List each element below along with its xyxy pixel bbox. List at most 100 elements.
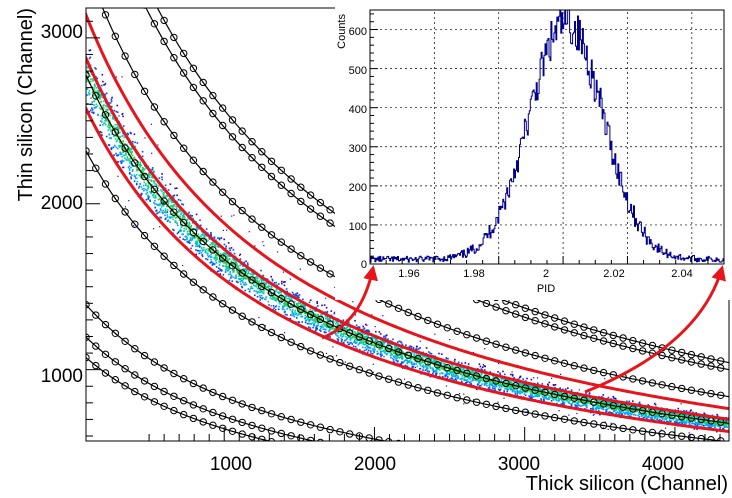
band-point [399, 340, 402, 343]
band-point [643, 416, 646, 419]
band-point [540, 388, 542, 391]
band-point [466, 376, 468, 379]
band-point [374, 340, 377, 343]
band-point [690, 415, 693, 418]
band-point [296, 314, 299, 317]
band-point [577, 403, 580, 406]
band-point [516, 383, 518, 386]
band-point [633, 413, 635, 416]
band-point [454, 371, 457, 374]
band-point [678, 418, 680, 421]
band-point [523, 385, 526, 387]
band-point [191, 222, 194, 224]
band-point [162, 196, 165, 198]
band-point [392, 350, 395, 353]
band-point [210, 253, 212, 256]
band-point [148, 179, 150, 181]
band-point [337, 332, 339, 334]
band-point [407, 352, 409, 354]
band-point [426, 367, 429, 370]
band-point [532, 396, 535, 398]
band-point [432, 363, 435, 365]
band-point [463, 378, 466, 381]
band-point [239, 280, 242, 283]
band-point [317, 322, 320, 324]
band-point [124, 143, 126, 145]
band-point [315, 306, 318, 309]
band-point [252, 281, 255, 283]
band-point [349, 339, 352, 341]
band-point [474, 379, 477, 381]
band-point [92, 80, 94, 82]
band-point [278, 283, 280, 285]
band-point [424, 369, 427, 371]
band-point [199, 219, 201, 221]
band-point [351, 331, 353, 333]
band-point [280, 291, 282, 294]
band-point [128, 165, 131, 167]
band-point [554, 398, 556, 400]
band-point [381, 353, 383, 356]
band-point [586, 404, 588, 407]
band-point [435, 368, 438, 371]
band-point [520, 387, 523, 389]
band-point [411, 366, 414, 369]
band-point [677, 413, 679, 415]
band-point [230, 274, 233, 277]
band-point [469, 378, 471, 380]
band-point [150, 192, 152, 195]
band-point [384, 341, 386, 343]
band-point [190, 225, 193, 227]
band-point [191, 215, 193, 217]
band-point [446, 374, 448, 376]
band-point [325, 317, 327, 320]
band-point [541, 383, 544, 385]
band-point [430, 357, 433, 360]
band-point [153, 181, 155, 184]
band-point [346, 328, 348, 331]
band-point [371, 353, 374, 355]
band-point [487, 387, 490, 389]
band-point [457, 375, 459, 377]
band-point [376, 350, 379, 353]
band-point [242, 278, 245, 280]
band-point [225, 267, 228, 270]
band-point [120, 162, 123, 165]
band-point [505, 388, 508, 390]
band-point [499, 373, 501, 376]
band-point [366, 345, 368, 347]
band-point [175, 207, 178, 210]
band-point [573, 395, 575, 398]
band-point [281, 308, 284, 310]
band-point [289, 308, 292, 311]
band-point [227, 258, 230, 261]
band-point [342, 333, 344, 336]
band-point [188, 221, 191, 224]
band-point [274, 299, 277, 301]
band-point [414, 359, 416, 362]
band-point [286, 295, 288, 297]
band-point [346, 326, 349, 328]
band-point [408, 346, 410, 348]
band-point [177, 224, 179, 227]
band-point [269, 285, 271, 288]
band-point [226, 259, 229, 261]
band-point [481, 383, 483, 385]
band-point [242, 283, 245, 286]
band-point [286, 304, 288, 306]
band-point [142, 169, 144, 172]
band-point [257, 280, 259, 283]
band-point [688, 423, 691, 425]
band-point [385, 347, 388, 350]
band-point [196, 226, 199, 229]
band-point [350, 337, 353, 340]
band-point [150, 168, 153, 171]
band-point [391, 346, 394, 348]
band-point [427, 365, 429, 368]
band-point [141, 188, 144, 190]
band-point [688, 418, 691, 421]
band-point [103, 104, 105, 106]
band-point [129, 173, 131, 175]
band-point [460, 366, 462, 369]
